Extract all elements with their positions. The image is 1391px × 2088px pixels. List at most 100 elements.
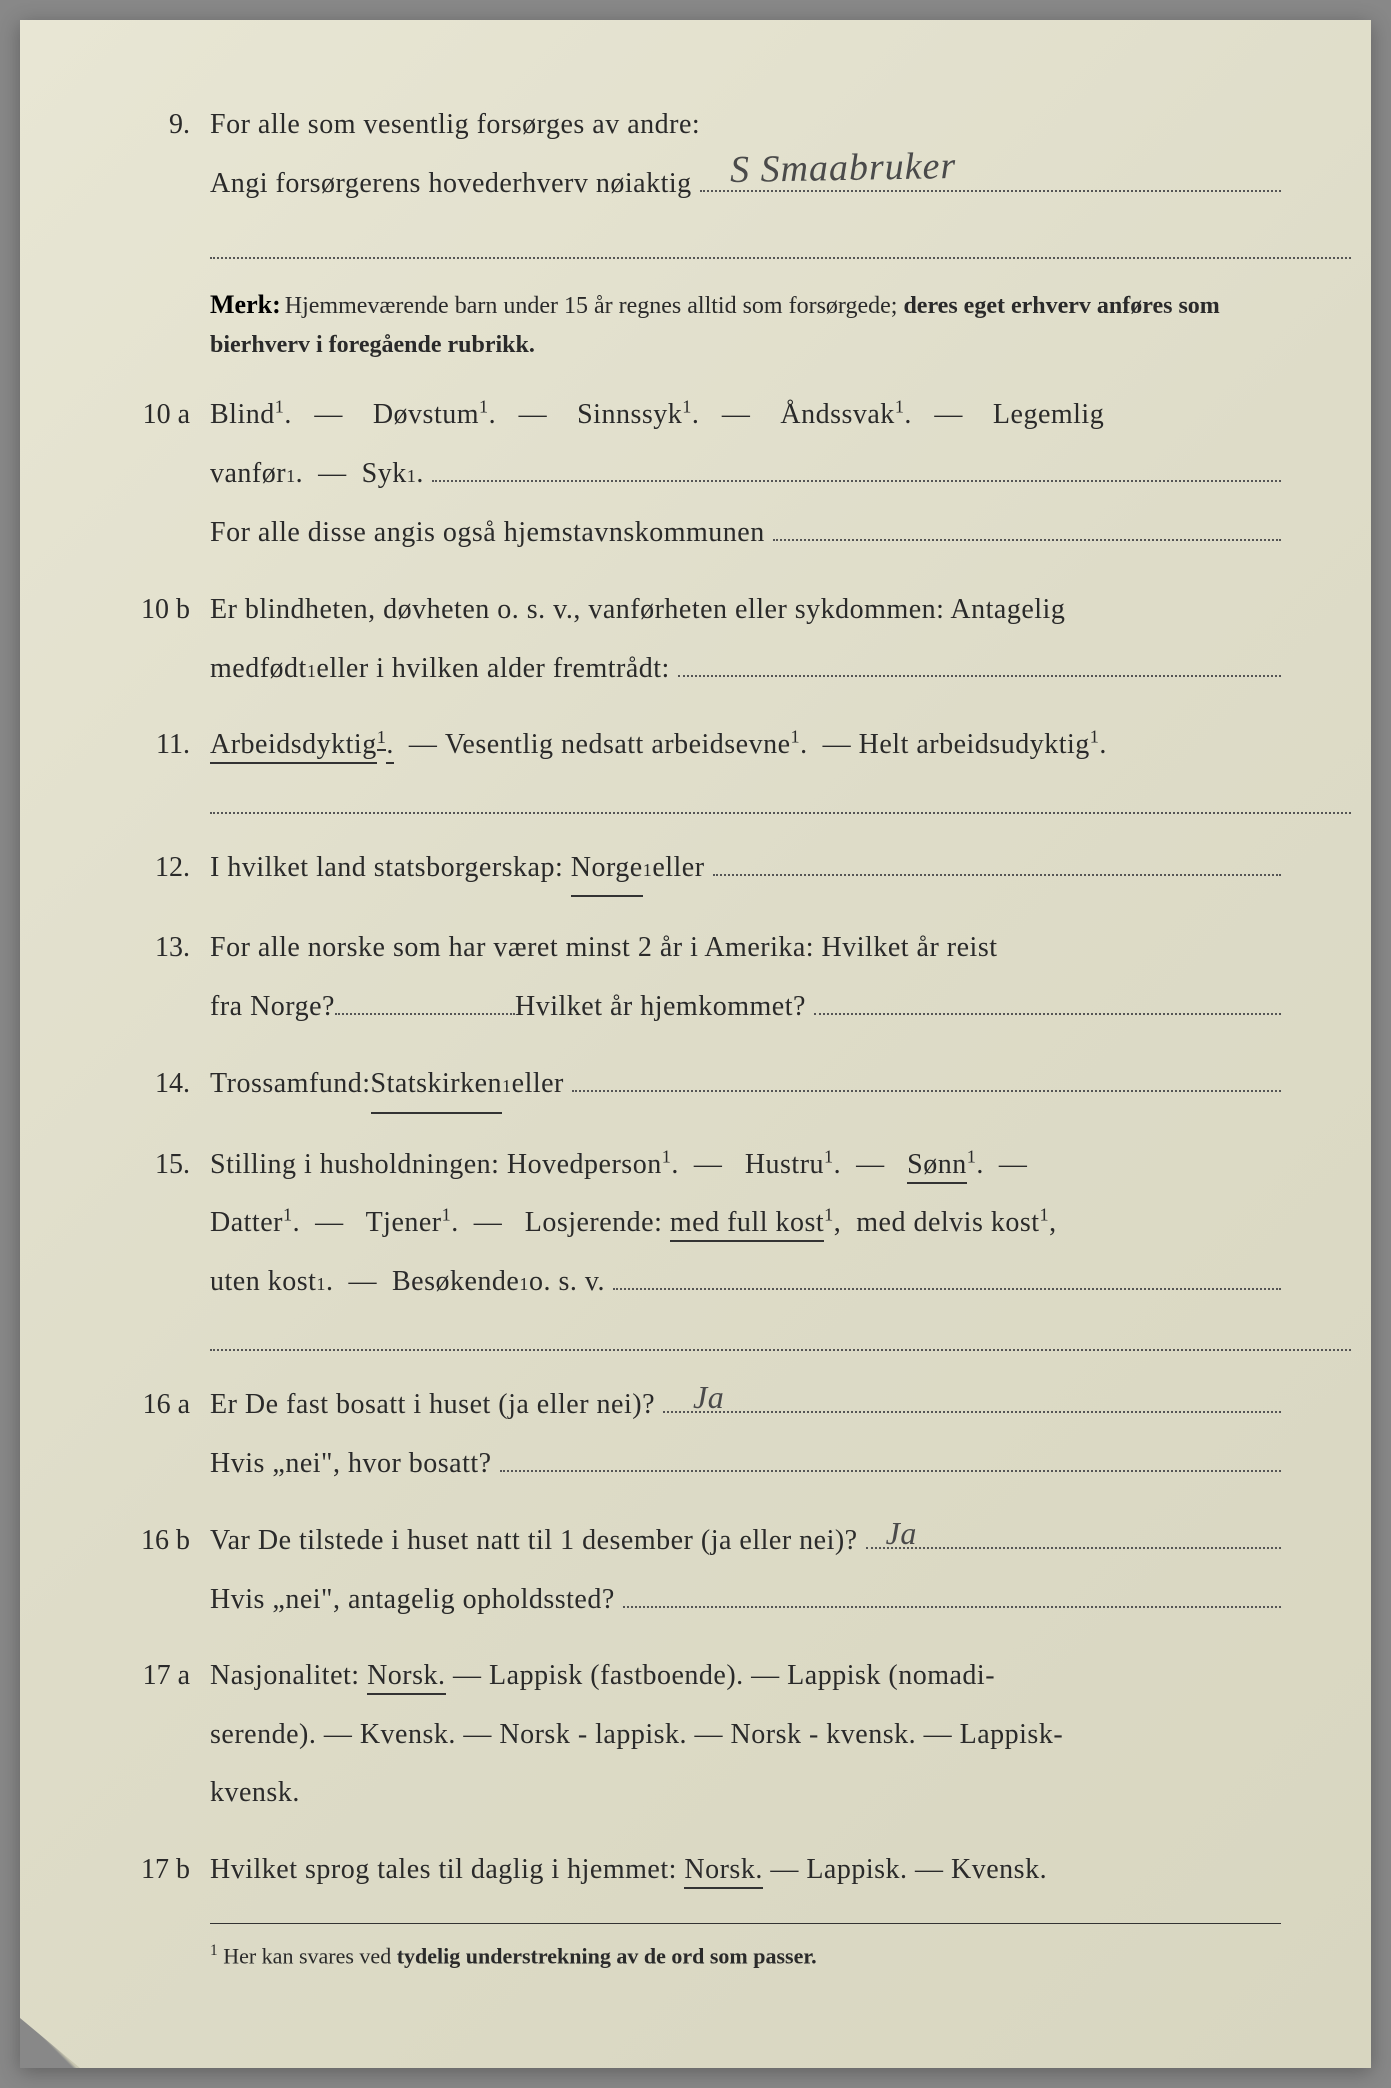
footnote: 1 Her kan svares ved tydelig understrekn… xyxy=(210,1942,1281,1969)
q16a-number: 16 a xyxy=(140,1380,210,1430)
question-10a-line2: vanfør1. — Syk1. xyxy=(140,449,1281,500)
question-10a: 10 a Blind1. — Døvstum1. — Sinnssyk1. — … xyxy=(140,390,1281,440)
question-9-line2: Angi forsørgerens hovederhverv nøiaktig … xyxy=(140,158,1281,209)
q17a-line3: kvensk. xyxy=(210,1768,1281,1818)
q16b-answer: Ja xyxy=(866,1515,1281,1549)
merk-text1: Hjemmeværende barn under 15 år regnes al… xyxy=(285,293,904,319)
q16a-blank xyxy=(500,1438,1281,1472)
question-16b: 16 b Var De tilstede i huset natt til 1 … xyxy=(140,1515,1281,1566)
footnote-num: 1 xyxy=(210,1942,218,1959)
q15-meddelvis: med delvis kost xyxy=(856,1207,1039,1238)
q13-blank2 xyxy=(814,982,1281,1016)
document-page: 9. For alle som vesentlig forsørges av a… xyxy=(20,20,1371,2068)
q15-number: 15. xyxy=(140,1140,210,1190)
q17b-text: Hvilket sprog tales til daglig i hjemmet… xyxy=(210,1854,684,1885)
q10a-legemlig: Legemlig xyxy=(993,399,1104,430)
q17a-text: Nasjonalitet: xyxy=(210,1660,367,1691)
q10a-blind: Blind xyxy=(210,399,275,430)
q10a-sinn: Sinnssyk xyxy=(577,399,682,430)
q10b-medfodt: medfødt xyxy=(210,644,307,694)
q12-text: I hvilket land statsborgerskap: xyxy=(210,843,563,893)
q11-nedsatt: Vesentlig nedsatt arbeidsevne xyxy=(445,729,791,760)
question-12: 12. I hvilket land statsborgerskap: Norg… xyxy=(140,842,1281,897)
question-13-line2: fra Norge? Hvilket år hjemkommet? xyxy=(140,982,1281,1033)
divider-3 xyxy=(210,1327,1351,1351)
q14-text: Trossamfund: xyxy=(210,1059,371,1109)
q17a-number: 17 a xyxy=(140,1651,210,1701)
merk-note: Merk: Hjemmeværende barn under 15 år reg… xyxy=(210,287,1281,364)
q9-handwritten-answer: S Smaabruker xyxy=(729,132,956,204)
q10a-number: 10 a xyxy=(140,390,210,440)
divider-2 xyxy=(210,790,1351,814)
q16b-number: 16 b xyxy=(140,1516,210,1566)
q9-answer-line: S Smaabruker xyxy=(700,158,1281,192)
q12-eller: eller xyxy=(652,843,704,893)
q10b-line1: Er blindheten, døvheten o. s. v., vanfør… xyxy=(210,585,1281,635)
q15-hustru: Hustru xyxy=(745,1149,824,1180)
q10a-ands: Åndssvak xyxy=(780,399,894,430)
q15-tjener: Tjener xyxy=(366,1207,442,1238)
q10a-syk: Syk xyxy=(362,449,407,499)
q10a-vanfor: vanfør xyxy=(210,449,286,499)
q12-number: 12. xyxy=(140,843,210,893)
divider xyxy=(210,235,1351,259)
q11-number: 11. xyxy=(140,720,210,770)
q10a-blank xyxy=(432,449,1281,483)
q10b-blank xyxy=(678,643,1281,677)
q17b-number: 17 b xyxy=(140,1845,210,1895)
q15-datter: Datter xyxy=(210,1207,283,1238)
footnote-text2: tydelig understrekning av de ord som pas… xyxy=(397,1943,817,1968)
q15-medfull: med full kost xyxy=(670,1207,824,1242)
q17a-rest1: — Lappisk (fastboende). — Lappisk (nomad… xyxy=(453,1660,995,1691)
q10a-dov: Døvstum xyxy=(373,399,479,430)
q16a-hvis: Hvis „nei", hvor bosatt? xyxy=(210,1439,492,1489)
q12-blank xyxy=(713,842,1281,876)
q17a-norsk: Norsk. xyxy=(367,1660,445,1695)
question-15-line3: uten kost1. — Besøkende1 o. s. v. xyxy=(140,1256,1281,1307)
q16a-text: Er De fast bosatt i huset (ja eller nei)… xyxy=(210,1380,655,1430)
q14-statskirken: Statskirken xyxy=(371,1059,503,1113)
q10a-blank2 xyxy=(773,508,1281,542)
q12-norge: Norge xyxy=(571,843,643,897)
q11-arbeidsdyktig: Arbeidsdyktig xyxy=(210,729,377,764)
q9-prompt: Angi forsørgerens hovederhverv nøiaktig xyxy=(210,159,692,209)
question-10b: 10 b Er blindheten, døvheten o. s. v., v… xyxy=(140,585,1281,635)
q13-line1: For alle norske som har været minst 2 år… xyxy=(210,923,1281,973)
q15-blank xyxy=(613,1256,1281,1290)
page-dog-ear xyxy=(20,2018,80,2068)
question-16a-line2: Hvis „nei", hvor bosatt? xyxy=(140,1438,1281,1489)
question-15: 15. Stilling i husholdningen: Hovedperso… xyxy=(140,1140,1281,1190)
question-9: 9. For alle som vesentlig forsørges av a… xyxy=(140,100,1281,150)
q15-hoved: Stilling i husholdningen: Hovedperson xyxy=(210,1149,662,1180)
question-17b: 17 b Hvilket sprog tales til daglig i hj… xyxy=(140,1845,1281,1895)
q15-sonn: Sønn xyxy=(907,1149,967,1184)
q15-osv: o. s. v. xyxy=(529,1257,605,1307)
question-15-line2: Datter1. — Tjener1. — Losjerende: med fu… xyxy=(140,1198,1281,1248)
q10b-eller: eller i hvilken alder fremtrådt: xyxy=(316,644,669,694)
q16b-handwritten: Ja xyxy=(886,1505,917,1563)
q15-uten: uten kost xyxy=(210,1257,316,1307)
q15-los: Losjerende: xyxy=(525,1207,670,1238)
q10b-number: 10 b xyxy=(140,585,210,635)
q16a-answer: Ja xyxy=(663,1379,1281,1413)
q16b-text: Var De tilstede i huset natt til 1 desem… xyxy=(210,1516,858,1566)
q16b-hvis: Hvis „nei", antagelig opholdssted? xyxy=(210,1575,615,1625)
q17a-line2: serende). — Kvensk. — Norsk - lappisk. —… xyxy=(210,1710,1281,1760)
question-17a-line2: serende). — Kvensk. — Norsk - lappisk. —… xyxy=(140,1710,1281,1760)
q13-number: 13. xyxy=(140,923,210,973)
question-14: 14. Trossamfund: Statskirken1 eller xyxy=(140,1059,1281,1114)
q16a-handwritten: Ja xyxy=(693,1369,724,1427)
q14-blank xyxy=(572,1059,1281,1093)
footnote-text1: Her kan svares ved xyxy=(223,1943,397,1968)
question-10b-line2: medfødt1 eller i hvilken alder fremtrådt… xyxy=(140,643,1281,694)
question-11: 11. Arbeidsdyktig1. — Vesentlig nedsatt … xyxy=(140,720,1281,770)
question-13: 13. For alle norske som har været minst … xyxy=(140,923,1281,973)
q15-besok: Besøkende xyxy=(392,1257,519,1307)
q11-udyktig: Helt arbeidsudyktig xyxy=(859,729,1090,760)
question-16a: 16 a Er De fast bosatt i huset (ja eller… xyxy=(140,1379,1281,1430)
q13-blank1 xyxy=(335,987,515,1015)
q17b-rest: — Lappisk. — Kvensk. xyxy=(770,1854,1047,1885)
q14-eller: eller xyxy=(512,1059,564,1109)
question-17a-line3: kvensk. xyxy=(140,1768,1281,1818)
q13-hjem: Hvilket år hjemkommet? xyxy=(515,982,806,1032)
